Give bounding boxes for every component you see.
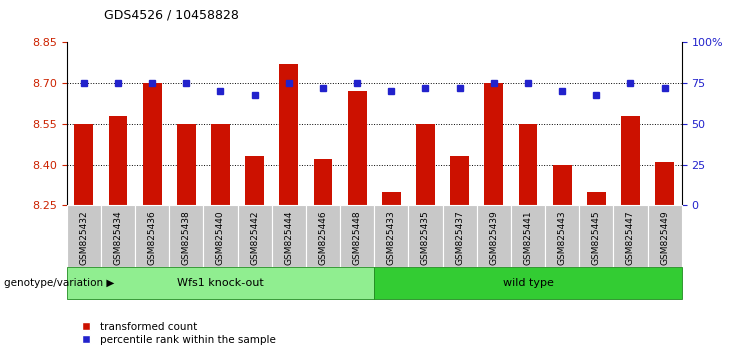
- Bar: [374, 267, 682, 299]
- Text: genotype/variation ▶: genotype/variation ▶: [4, 278, 114, 288]
- Bar: [238, 205, 272, 267]
- Bar: [74, 124, 93, 205]
- Bar: [579, 205, 614, 267]
- Text: GSM825436: GSM825436: [147, 210, 156, 265]
- Bar: [519, 124, 537, 205]
- Text: GSM825435: GSM825435: [421, 210, 430, 265]
- Text: GSM825442: GSM825442: [250, 210, 259, 265]
- Text: GDS4526 / 10458828: GDS4526 / 10458828: [104, 8, 239, 21]
- Bar: [408, 205, 442, 267]
- Bar: [621, 116, 640, 205]
- Bar: [451, 156, 469, 205]
- Text: GSM825432: GSM825432: [79, 210, 88, 265]
- Bar: [135, 205, 169, 267]
- Text: GSM825449: GSM825449: [660, 210, 669, 265]
- Bar: [169, 205, 203, 267]
- Text: GSM825433: GSM825433: [387, 210, 396, 265]
- Bar: [279, 64, 298, 205]
- Bar: [348, 91, 367, 205]
- Bar: [67, 267, 374, 299]
- Bar: [67, 205, 101, 267]
- Bar: [442, 205, 476, 267]
- Text: GSM825445: GSM825445: [592, 210, 601, 265]
- Text: GSM825446: GSM825446: [319, 210, 328, 265]
- Bar: [177, 124, 196, 205]
- Text: GSM825437: GSM825437: [455, 210, 464, 265]
- Bar: [374, 205, 408, 267]
- Bar: [306, 205, 340, 267]
- Bar: [211, 124, 230, 205]
- Bar: [545, 205, 579, 267]
- Bar: [340, 205, 374, 267]
- Bar: [143, 83, 162, 205]
- Text: Wfs1 knock-out: Wfs1 knock-out: [177, 278, 264, 288]
- Bar: [485, 83, 503, 205]
- Bar: [313, 159, 333, 205]
- Bar: [203, 205, 238, 267]
- Bar: [476, 205, 511, 267]
- Bar: [382, 192, 401, 205]
- Bar: [416, 124, 435, 205]
- Text: GSM825440: GSM825440: [216, 210, 225, 265]
- Bar: [272, 205, 306, 267]
- Text: GSM825441: GSM825441: [523, 210, 533, 265]
- Bar: [553, 165, 571, 205]
- Bar: [648, 205, 682, 267]
- Text: GSM825448: GSM825448: [353, 210, 362, 265]
- Bar: [587, 192, 605, 205]
- Bar: [245, 156, 264, 205]
- Text: GSM825444: GSM825444: [285, 210, 293, 265]
- Bar: [101, 205, 135, 267]
- Text: GSM825447: GSM825447: [626, 210, 635, 265]
- Bar: [108, 116, 127, 205]
- Bar: [511, 205, 545, 267]
- Text: GSM825438: GSM825438: [182, 210, 190, 265]
- Bar: [614, 205, 648, 267]
- Text: wild type: wild type: [502, 278, 554, 288]
- Text: GSM825434: GSM825434: [113, 210, 122, 265]
- Legend: transformed count, percentile rank within the sample: transformed count, percentile rank withi…: [72, 317, 280, 349]
- Text: GSM825443: GSM825443: [558, 210, 567, 265]
- Bar: [655, 162, 674, 205]
- Text: GSM825439: GSM825439: [489, 210, 498, 265]
